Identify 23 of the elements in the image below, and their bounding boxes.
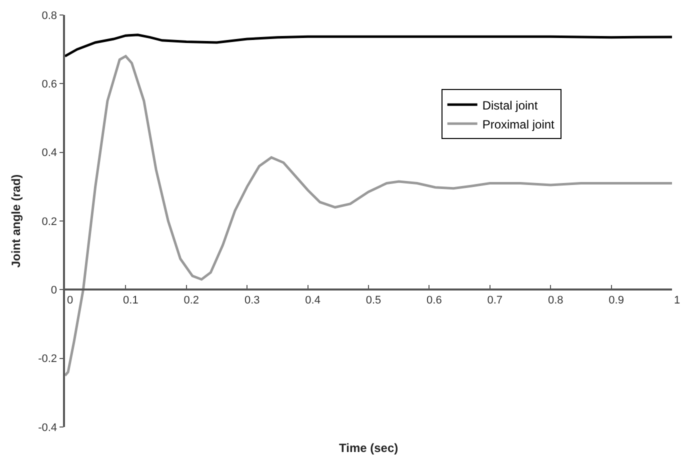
y-tick-label: -0.4 [38,422,58,434]
x-tick-label: 0.7 [487,294,503,307]
y-tick-label: 0.6 [42,78,58,91]
x-tick-label: 0.9 [608,294,624,307]
legend-label: Proximal joint [482,117,556,132]
line-series [65,34,672,58]
x-tick-label: 0.8 [548,294,564,307]
y-tick-label: 0.8 [42,10,58,22]
y-tick-label: 0.4 [42,147,58,160]
legend-label: Distal joint [482,98,538,112]
y-tick-label: -0.2 [38,353,58,366]
y-tick-label: 0 [50,284,58,297]
y-axis-title: Joint angle (rad) [8,174,23,268]
x-tick-label: 0 [66,294,74,307]
x-tick-label: 1 [674,294,680,307]
x-tick-label: 0.1 [123,294,138,307]
x-axis-title: Time (sec) [339,441,398,455]
x-tick-label: 0.6 [426,294,442,307]
x-tick-label: 0.5 [366,294,382,307]
y-tick-label: 0.2 [42,216,58,228]
x-tick-label: 0.4 [305,294,320,307]
x-tick-label: 0.3 [244,294,260,307]
x-tick-label: 0.2 [184,294,200,307]
